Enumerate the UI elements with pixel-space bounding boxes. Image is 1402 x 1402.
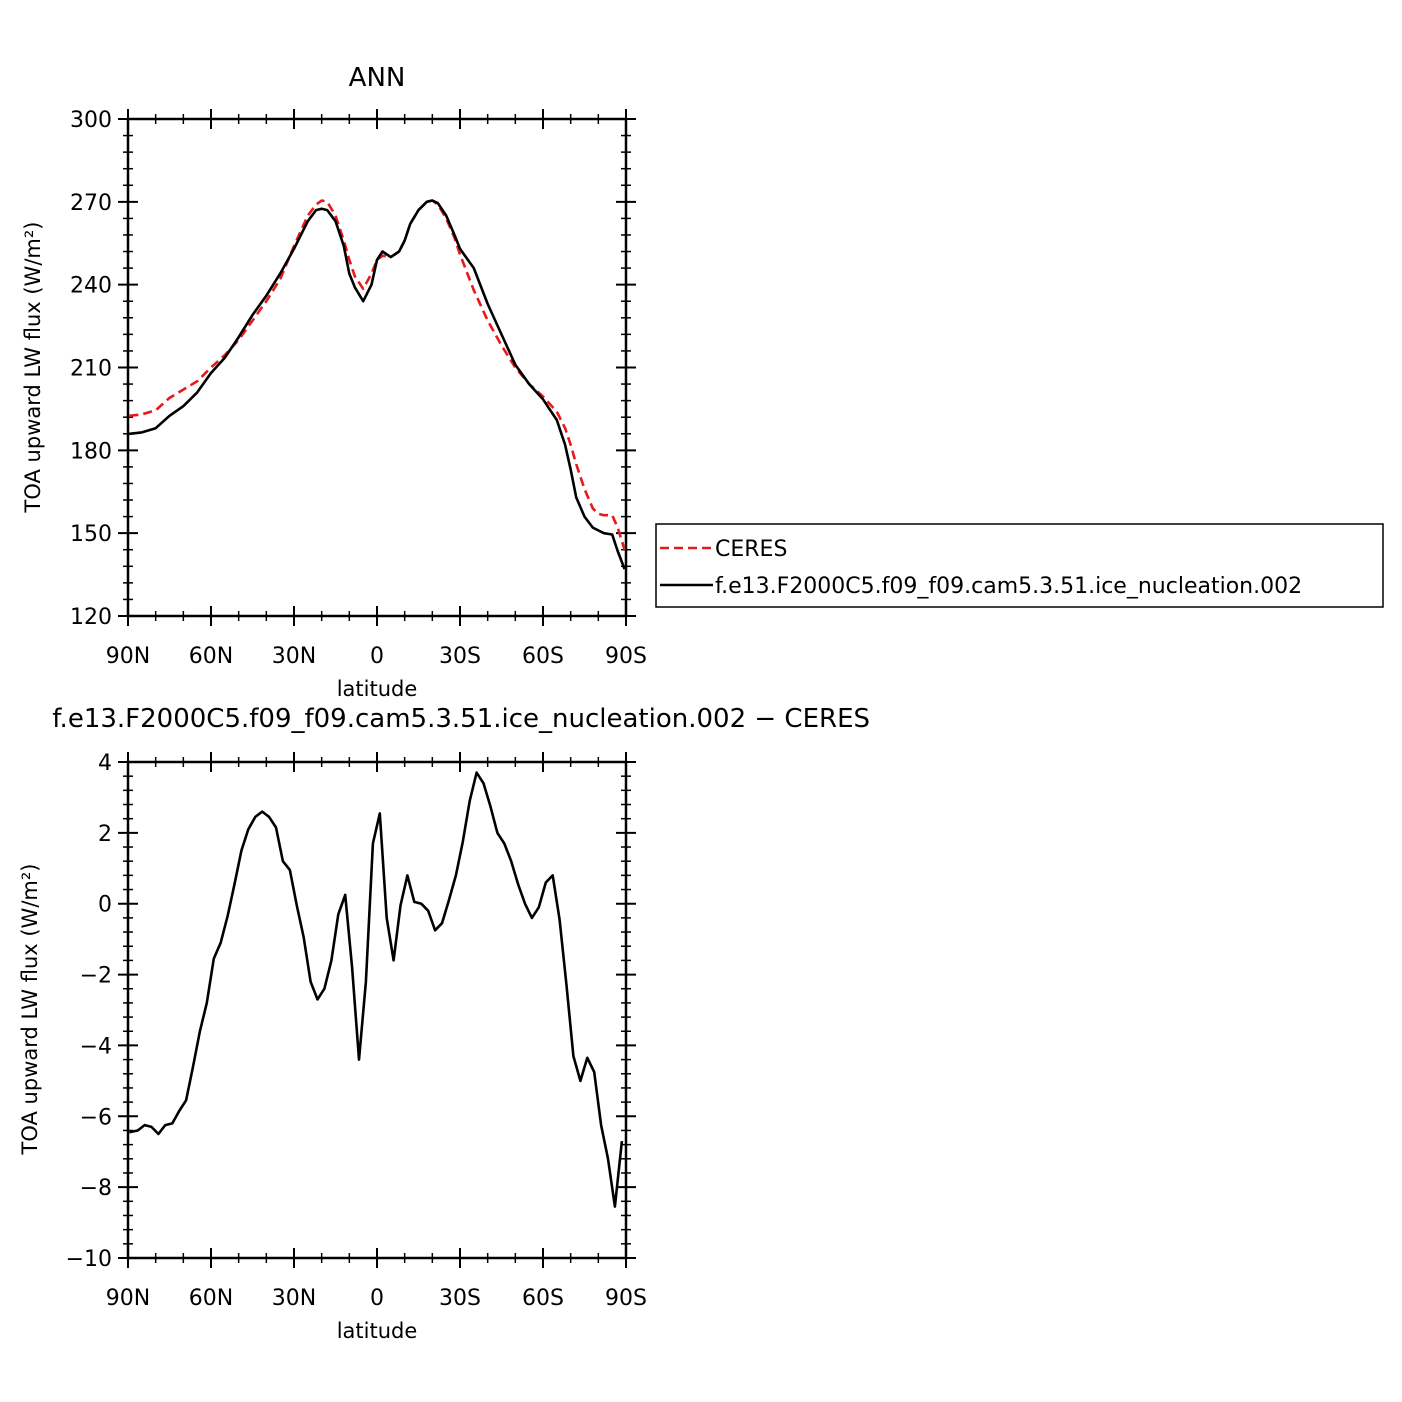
bottom-panel-series [129,771,624,1208]
top-panel-title: ANN [349,63,406,93]
top-x-tick-label: 90S [605,644,647,669]
legend-box [655,523,1384,608]
top-panel: ANN 120 150 180 210 240 270 300 90N 60N 30N 0 30S 60… [21,63,647,701]
bottom-panel-y-axis-label: TOA upward LW flux (W/m²) [18,864,42,1156]
top-x-tick-label: 0 [370,644,384,669]
bottom-y-tick-label: 4 [98,751,112,776]
bottom-y-tick-label: −4 [80,1034,112,1059]
top-panel-y-axis-label: TOA upward LW flux (W/m²) [21,222,45,514]
bottom-panel: f.e13.F2000C5.f09_f09.cam5.3.51.ice_nucl… [18,704,870,1343]
bottom-x-tick-label: 60N [189,1286,233,1311]
bottom-series-line-difference [129,771,624,1208]
bottom-panel-axes: −10 −8 −6 −4 −2 0 2 4 90N 60N 30N 0 30S 60S 90S [66,751,647,1311]
bottom-x-tick-label: 60S [522,1286,564,1311]
top-y-tick-label: 210 [70,357,112,382]
top-panel-axes: 120 150 180 210 240 270 300 90N 60N 30N 0 30S 60S 90S [70,108,647,669]
bottom-x-tick-label: 90S [605,1286,647,1311]
bottom-y-tick-label: −2 [80,964,112,989]
top-series-line-ceres [129,199,626,551]
top-plot-frame [126,117,628,618]
top-panel-series [129,199,626,570]
top-y-tick-label: 270 [70,191,112,216]
top-y-tick-label: 300 [70,108,112,133]
bottom-x-tick-label: 30S [439,1286,481,1311]
bottom-plot-frame [126,760,628,1260]
top-x-tick-label: 90N [106,644,150,669]
top-y-tick-label: 240 [70,274,112,299]
top-panel-x-axis-label: latitude [337,677,418,701]
bottom-x-tick-label: 0 [370,1286,384,1311]
bottom-panel-title: f.e13.F2000C5.f09_f09.cam5.3.51.ice_nucl… [52,704,870,734]
top-x-tick-label: 30N [272,644,316,669]
bottom-y-tick-label: −10 [66,1247,112,1272]
bottom-y-tick-label: 0 [98,893,112,918]
bottom-y-tick-label: −8 [80,1176,112,1201]
top-y-tick-label: 180 [70,439,112,464]
bottom-y-tick-label: −6 [80,1105,112,1130]
top-y-tick-label: 120 [70,605,112,630]
bottom-x-tick-label: 90N [106,1286,150,1311]
bottom-y-tick-label: 2 [98,822,112,847]
legend-label-model: f.e13.F2000C5.f09_f09.cam5.3.51.ice_nucl… [715,574,1302,599]
top-x-tick-label: 60N [189,644,233,669]
bottom-panel-x-axis-label: latitude [337,1319,418,1343]
bottom-x-tick-label: 30N [272,1286,316,1311]
legend: CERES f.e13.F2000C5.f09_f09.cam5.3.51.ic… [655,523,1384,608]
top-x-tick-label: 30S [439,644,481,669]
top-x-tick-label: 60S [522,644,564,669]
top-series-line-model [129,199,626,570]
legend-label-ceres: CERES [715,537,787,562]
top-y-tick-label: 150 [70,522,112,547]
